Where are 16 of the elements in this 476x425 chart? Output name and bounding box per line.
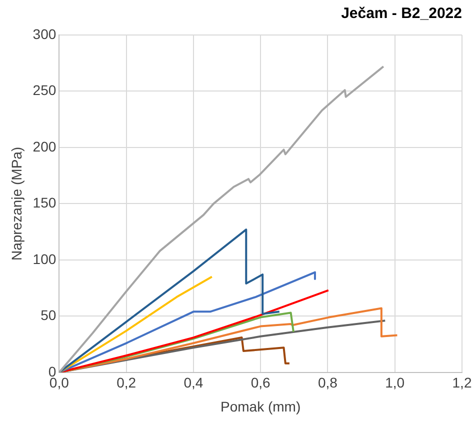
x-tick-label: 0,4 xyxy=(184,374,204,391)
y-tick-label: 0 xyxy=(48,363,56,380)
y-tick-label: 50 xyxy=(40,307,56,324)
y-tick-label: 100 xyxy=(32,250,56,267)
y-axis-title: Naprezanje (MPa) xyxy=(8,146,24,261)
y-tick-label: 300 xyxy=(32,26,56,42)
x-tick-label: 0,6 xyxy=(250,374,271,391)
x-axis-title: Pomak (mm) xyxy=(220,398,301,414)
x-tick-label: 1,2 xyxy=(452,374,472,391)
x-tick-label: 0,8 xyxy=(318,374,338,391)
x-tick-label: 1,0 xyxy=(385,374,405,391)
y-tick-label: 250 xyxy=(32,82,56,98)
y-tick-label: 200 xyxy=(32,138,56,154)
y-tick-label: 150 xyxy=(32,194,56,211)
x-tick-label: 0,2 xyxy=(116,374,136,391)
chart-title: Ječam - B2_2022 xyxy=(341,5,462,22)
